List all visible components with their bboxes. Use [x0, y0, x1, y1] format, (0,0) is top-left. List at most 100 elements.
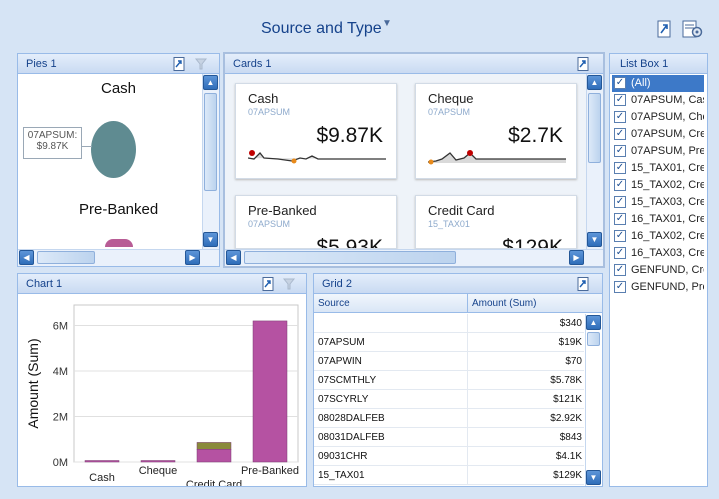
scroll-thumb[interactable]: [588, 93, 601, 163]
checkbox-checked-icon[interactable]: ✓: [614, 196, 626, 208]
card-title: Cheque: [428, 91, 474, 106]
table-row[interactable]: 09031CHR $4.1K: [314, 447, 584, 466]
table-row[interactable]: 07APWIN $70: [314, 352, 584, 371]
cell-amount: $129K: [553, 470, 582, 481]
pie-pre-banked[interactable]: [105, 239, 133, 247]
listbox-item-label: 07APSUM, Che: [631, 111, 704, 123]
table-row[interactable]: 07APSUM $19K: [314, 333, 584, 352]
cell-amount: $340: [559, 318, 582, 329]
column-divider: [467, 371, 468, 390]
card-credit-card[interactable]: Credit Card 15_TAX01 $129K: [415, 195, 577, 249]
scroll-left-button[interactable]: ◀: [226, 250, 241, 265]
scroll-thumb[interactable]: [587, 332, 600, 346]
checkbox-checked-icon[interactable]: ✓: [614, 77, 626, 89]
checkbox-checked-icon[interactable]: ✓: [614, 111, 626, 123]
card-pre-banked[interactable]: Pre-Banked 07APSUM $5.93K: [235, 195, 397, 249]
listbox-item[interactable]: ✓ (All): [612, 75, 704, 92]
table-row[interactable]: 07SCMTHLY $5.78K: [314, 371, 584, 390]
listbox-item-label: GENFUND, Pre: [631, 281, 704, 293]
listbox-item[interactable]: ✓ 16_TAX02, Cre: [612, 228, 704, 245]
listbox-item[interactable]: ✓ 07APSUM, Che: [612, 109, 704, 126]
y-tick-label: 6M: [53, 320, 68, 332]
listbox-item-label: 16_TAX01, Cre: [631, 213, 704, 225]
table-row[interactable]: 07SCYRLY $121K: [314, 390, 584, 409]
listbox-item[interactable]: ✓ 15_TAX03, Cre: [612, 194, 704, 211]
scroll-thumb[interactable]: [244, 251, 456, 264]
tooltip-line1: 07APSUM:: [27, 130, 78, 141]
checkbox-checked-icon[interactable]: ✓: [614, 179, 626, 191]
export-icon[interactable]: [577, 277, 591, 291]
cell-source: 07SCYRLY: [318, 394, 369, 405]
listbox-item-label: 07APSUM, Cre: [631, 128, 704, 140]
pies-horizontal-scrollbar[interactable]: ◀ ▶: [18, 249, 219, 266]
checkbox-checked-icon[interactable]: ✓: [614, 145, 626, 157]
cell-amount: $2.92K: [550, 413, 582, 424]
export-icon[interactable]: [657, 20, 673, 38]
table-row[interactable]: $340: [314, 314, 584, 333]
scroll-up-button[interactable]: ▲: [587, 75, 602, 90]
listbox-item[interactable]: ✓ 07APSUM, Cre: [612, 126, 704, 143]
pie-cash[interactable]: [91, 121, 136, 178]
column-divider: [467, 333, 468, 352]
listbox-item-label: 07APSUM, Pre: [631, 145, 704, 157]
grid-vertical-scrollbar[interactable]: ▲ ▼: [585, 314, 602, 486]
card-cheque[interactable]: Cheque 07APSUM $2.7K: [415, 83, 577, 179]
column-header-source[interactable]: Source: [318, 298, 350, 309]
cell-source: 09031CHR: [318, 451, 368, 462]
scroll-down-button[interactable]: ▼: [203, 232, 218, 247]
table-row[interactable]: 08028DALFEB $2.92K: [314, 409, 584, 428]
scroll-left-button[interactable]: ◀: [19, 250, 34, 265]
clear-filter-icon[interactable]: [282, 277, 296, 291]
clear-selection-icon[interactable]: [194, 57, 208, 71]
cell-source: 08028DALFEB: [318, 413, 385, 424]
card-subtitle: 15_TAX01: [428, 219, 470, 229]
scroll-right-button[interactable]: ▶: [569, 250, 584, 265]
export-icon[interactable]: [173, 57, 187, 71]
table-row[interactable]: 15_TAX01 $129K: [314, 466, 584, 485]
listbox-item[interactable]: ✓ 15_TAX01, Cre: [612, 160, 704, 177]
listbox-item[interactable]: ✓ 16_TAX01, Cre: [612, 211, 704, 228]
tooltip-line2: $9.87K: [36, 141, 69, 152]
scroll-thumb[interactable]: [204, 93, 217, 191]
scroll-up-button[interactable]: ▲: [586, 315, 601, 330]
filter-funnel-icon[interactable]: ▼: [382, 18, 392, 29]
checkbox-checked-icon[interactable]: ✓: [614, 247, 626, 259]
card-value: $5.93K: [316, 236, 383, 249]
parameters-icon[interactable]: [682, 20, 704, 38]
cell-amount: $19K: [558, 337, 582, 348]
scroll-up-button[interactable]: ▲: [203, 75, 218, 90]
checkbox-checked-icon[interactable]: ✓: [614, 281, 626, 293]
listbox-item[interactable]: ✓ GENFUND, Pre: [612, 279, 704, 296]
y-tick-label: 0M: [53, 457, 68, 469]
chart-panel: Chart 1 0M 2M 4M 6M Amount (Sum) Cash Cheque Cr…: [17, 273, 307, 487]
checkbox-checked-icon[interactable]: ✓: [614, 128, 626, 140]
export-icon[interactable]: [262, 277, 276, 291]
cards-horizontal-scrollbar[interactable]: ◀ ▶: [225, 249, 603, 266]
pies-panel: Pies 1 Cash 07APSUM: $9.87K Pre-Banked ▲…: [17, 53, 220, 267]
table-row[interactable]: 08031DALFEB $843: [314, 428, 584, 447]
export-icon[interactable]: [577, 57, 591, 71]
cards-vertical-scrollbar[interactable]: ▲ ▼: [586, 74, 603, 249]
scroll-down-button[interactable]: ▼: [587, 232, 602, 247]
card-subtitle: 07APSUM: [428, 107, 471, 117]
dashboard-title: Source and Type: [261, 20, 382, 37]
y-tick-label: 4M: [53, 366, 68, 378]
listbox-item-label: (All): [631, 77, 651, 89]
card-cash[interactable]: Cash 07APSUM $9.87K: [235, 83, 397, 179]
checkbox-checked-icon[interactable]: ✓: [614, 162, 626, 174]
listbox-item-label: 16_TAX02, Cre: [631, 230, 704, 242]
checkbox-checked-icon[interactable]: ✓: [614, 213, 626, 225]
listbox-item[interactable]: ✓ GENFUND, Cre: [612, 262, 704, 279]
listbox-item[interactable]: ✓ 15_TAX02, Cre: [612, 177, 704, 194]
scroll-right-button[interactable]: ▶: [185, 250, 200, 265]
listbox-item[interactable]: ✓ 07APSUM, Pre: [612, 143, 704, 160]
checkbox-checked-icon[interactable]: ✓: [614, 264, 626, 276]
column-header-amount[interactable]: Amount (Sum): [472, 298, 537, 309]
checkbox-checked-icon[interactable]: ✓: [614, 230, 626, 242]
scroll-down-button[interactable]: ▼: [586, 470, 601, 485]
checkbox-checked-icon[interactable]: ✓: [614, 94, 626, 106]
scroll-thumb[interactable]: [37, 251, 95, 264]
listbox-item[interactable]: ✓ 07APSUM, Cas: [612, 92, 704, 109]
listbox-item[interactable]: ✓ 16_TAX03, Cre: [612, 245, 704, 262]
pies-vertical-scrollbar[interactable]: ▲ ▼: [202, 74, 219, 249]
